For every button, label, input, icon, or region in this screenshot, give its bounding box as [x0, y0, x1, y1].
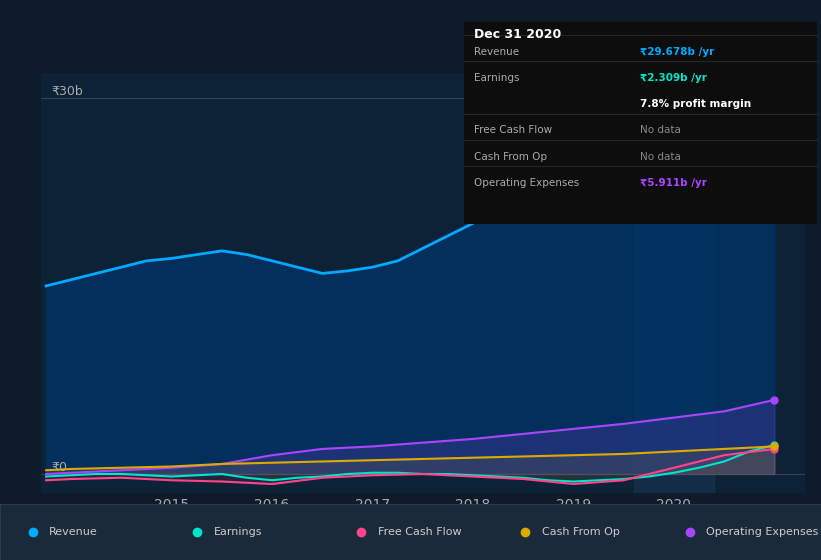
Text: Revenue: Revenue: [475, 46, 520, 57]
Text: Operating Expenses: Operating Expenses: [475, 178, 580, 188]
Text: Cash From Op: Cash From Op: [475, 152, 548, 161]
Text: Free Cash Flow: Free Cash Flow: [378, 527, 461, 537]
Text: No data: No data: [640, 125, 681, 136]
Text: ₹2.309b /yr: ₹2.309b /yr: [640, 73, 707, 83]
Text: ₹30b: ₹30b: [51, 85, 83, 98]
Text: Earnings: Earnings: [213, 527, 262, 537]
Text: Operating Expenses: Operating Expenses: [706, 527, 819, 537]
Text: ₹5.911b /yr: ₹5.911b /yr: [640, 178, 707, 188]
Text: Dec 31 2020: Dec 31 2020: [475, 29, 562, 41]
Bar: [634, 73, 714, 493]
Text: Earnings: Earnings: [475, 73, 520, 83]
Text: ₹0: ₹0: [51, 461, 67, 474]
Text: Revenue: Revenue: [49, 527, 98, 537]
Text: ₹29.678b /yr: ₹29.678b /yr: [640, 46, 714, 57]
Text: No data: No data: [640, 152, 681, 161]
Text: Cash From Op: Cash From Op: [542, 527, 620, 537]
Text: 7.8% profit margin: 7.8% profit margin: [640, 99, 751, 109]
Text: Free Cash Flow: Free Cash Flow: [475, 125, 553, 136]
